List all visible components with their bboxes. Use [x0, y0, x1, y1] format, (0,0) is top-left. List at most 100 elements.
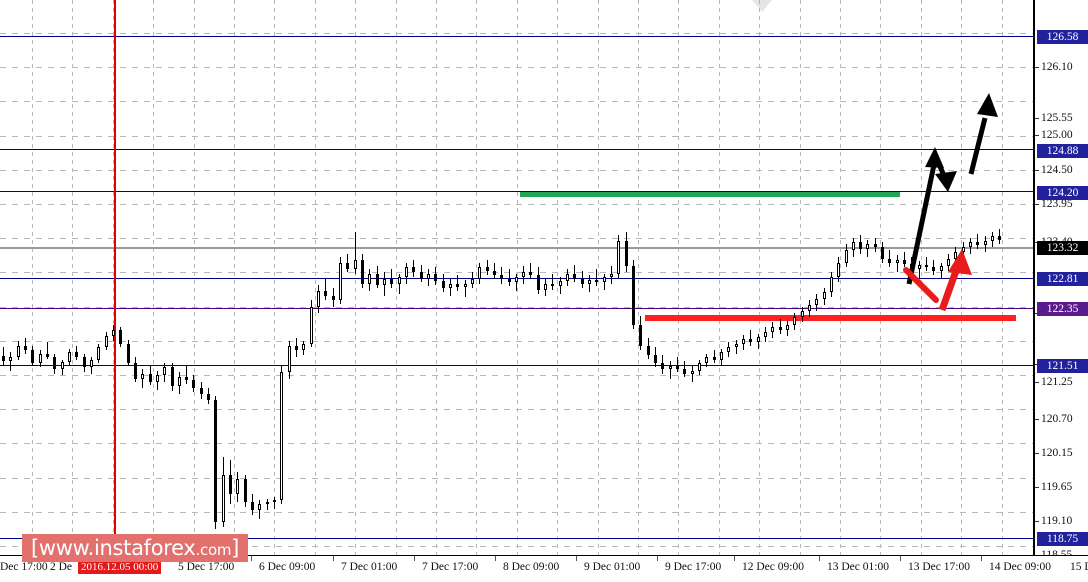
- candle-body: [83, 357, 86, 368]
- candle-body: [2, 356, 5, 362]
- price-tick: 119.65: [1035, 481, 1088, 494]
- candle-body: [141, 373, 144, 379]
- price-axis[interactable]: 126.10125.55125.00124.50123.95123.40122.…: [1033, 0, 1088, 561]
- candle-body: [595, 279, 598, 283]
- price-level-label[interactable]: 126.58: [1037, 30, 1088, 44]
- price-tick-label: 119.10: [1041, 515, 1073, 527]
- gridline-vertical: [800, 0, 801, 555]
- time-tick-label: 14 Dec 09:00: [989, 561, 1051, 573]
- candle-body: [749, 338, 752, 343]
- candle-body: [17, 346, 20, 357]
- resistance-126-58[interactable]: [0, 36, 1033, 37]
- candle-body: [61, 362, 64, 370]
- price-tick-label: 119.65: [1041, 481, 1073, 493]
- candle-body: [383, 278, 386, 285]
- candle-wick: [552, 273, 553, 290]
- candle-body: [771, 327, 774, 332]
- candle-body: [573, 273, 576, 279]
- candle-body: [698, 362, 701, 372]
- price-level-label[interactable]: 124.20: [1037, 186, 1088, 200]
- candle-body: [317, 291, 320, 307]
- candle-body: [661, 362, 664, 370]
- time-tick-label: Dec 17:00: [0, 561, 48, 573]
- session-marker[interactable]: [114, 0, 116, 555]
- price-tick-label: 120.15: [1041, 447, 1073, 459]
- candle-body: [551, 283, 554, 287]
- candle-body: [976, 242, 979, 245]
- time-axis[interactable]: Dec 17:002 De:005 Dec 17:006 Dec 09:007 …: [0, 555, 1088, 582]
- gridline-horizontal: [0, 546, 1033, 547]
- candle-wick: [274, 497, 275, 509]
- pivot-122-35[interactable]: [0, 308, 1033, 309]
- price-level-label[interactable]: 121.51: [1037, 359, 1088, 373]
- gridline-vertical: [557, 0, 558, 555]
- candle-body: [508, 278, 511, 283]
- candle-body: [486, 267, 489, 272]
- candle-body: [207, 394, 210, 400]
- resistance-124-88[interactable]: [0, 149, 1033, 150]
- gridline-vertical: [396, 0, 397, 555]
- time-tick-label: 9 Dec 17:00: [665, 561, 722, 573]
- target-zone-green[interactable]: [520, 192, 900, 197]
- candle-body: [896, 259, 899, 263]
- price-tick: 125.00: [1035, 129, 1088, 142]
- logo-main-text: www.instaforex: [38, 536, 196, 560]
- candle-body: [881, 247, 884, 259]
- time-tick-label: 6 Dec 09:00: [259, 561, 316, 573]
- gridline-horizontal: [0, 101, 1033, 102]
- time-tick-label: 8 Dec 09:00: [503, 561, 560, 573]
- candle-body: [801, 311, 804, 318]
- candle-body: [779, 327, 782, 330]
- price-level-label[interactable]: 122.35: [1037, 302, 1088, 316]
- price-tick: 119.10: [1035, 515, 1088, 528]
- candle-body: [288, 346, 291, 373]
- gridline-horizontal: [0, 307, 1033, 308]
- candle-body: [918, 264, 921, 270]
- chart-plot-area[interactable]: [0, 0, 1033, 555]
- candle-body: [171, 367, 174, 387]
- candle-body: [427, 273, 430, 279]
- candle-wick: [516, 273, 517, 292]
- candle-body: [346, 262, 349, 269]
- candle-body: [398, 277, 401, 284]
- support-118-75[interactable]: [0, 538, 1033, 539]
- candle-body: [46, 353, 49, 358]
- gridline-vertical: [880, 0, 881, 555]
- candle-wick: [692, 366, 693, 382]
- resistance-124-20[interactable]: [0, 191, 1033, 192]
- price-level-label[interactable]: 118.75: [1037, 532, 1088, 546]
- time-highlight-label[interactable]: 2016.12.05 00:00: [78, 560, 162, 574]
- candle-body: [947, 258, 950, 267]
- price-tick-mark: [1035, 521, 1039, 522]
- support-zone-red[interactable]: [645, 315, 1016, 321]
- candle-wick: [494, 262, 495, 279]
- price-level-label[interactable]: 123.32: [1037, 241, 1088, 255]
- candle-body: [998, 236, 1001, 240]
- candle-body: [588, 279, 591, 284]
- time-tick-label: 12 Dec 09:00: [742, 561, 804, 573]
- candle-body: [258, 503, 261, 510]
- gridline-vertical: [638, 0, 639, 555]
- support-121-51[interactable]: [0, 365, 1033, 366]
- candle-body: [910, 263, 913, 270]
- price-tick-label: 123.95: [1041, 198, 1073, 210]
- gridline-horizontal: [0, 204, 1033, 205]
- candle-body: [962, 247, 965, 253]
- candle-body: [713, 357, 716, 360]
- time-tick-mark: [251, 556, 252, 561]
- price-level-label[interactable]: 122.81: [1037, 272, 1088, 286]
- current-price-123-32[interactable]: [0, 247, 1033, 249]
- price-level-label[interactable]: 124.88: [1037, 144, 1088, 158]
- gridline-horizontal: [0, 272, 1033, 273]
- gridline-horizontal: [0, 512, 1033, 513]
- price-tick: 120.15: [1035, 447, 1088, 460]
- candle-body: [984, 241, 987, 245]
- price-tick-label: 126.10: [1041, 61, 1073, 73]
- gridline-vertical: [274, 0, 275, 555]
- time-tick-mark: [900, 556, 901, 561]
- gridline-vertical: [759, 0, 760, 555]
- candle-body: [581, 278, 584, 284]
- candle-body: [903, 259, 906, 264]
- time-tick-label: 15 Dec 01:00: [1070, 561, 1088, 573]
- candle-wick: [780, 319, 781, 334]
